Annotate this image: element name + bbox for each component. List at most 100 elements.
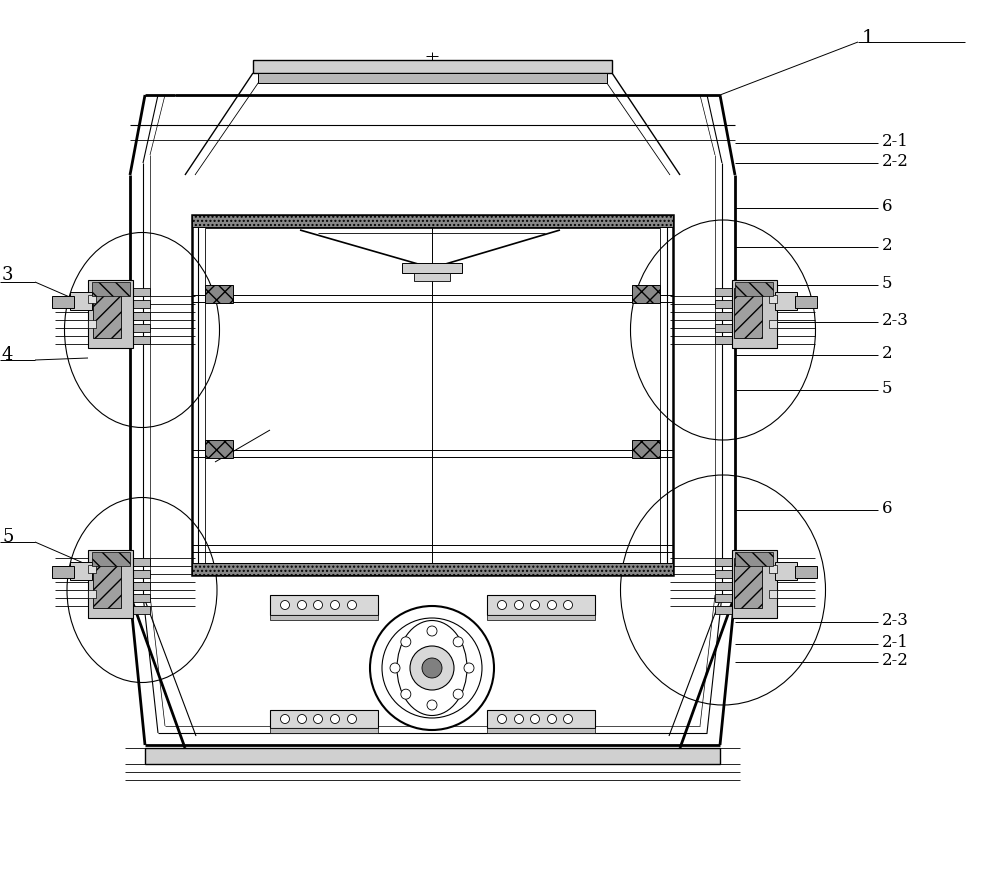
Text: 2-3: 2-3	[882, 312, 909, 329]
Circle shape	[427, 700, 437, 710]
Circle shape	[280, 600, 290, 609]
Bar	[130, 288, 150, 296]
Circle shape	[401, 689, 411, 699]
Bar	[130, 606, 150, 614]
Bar	[88, 590, 96, 598]
Bar	[88, 320, 96, 328]
Bar	[205, 228, 660, 563]
Circle shape	[280, 714, 290, 723]
Circle shape	[390, 663, 400, 673]
Circle shape	[330, 714, 340, 723]
Circle shape	[314, 600, 322, 609]
Text: 6: 6	[882, 197, 893, 214]
Text: 5: 5	[2, 528, 13, 546]
Bar	[130, 558, 150, 566]
Bar	[145, 748, 720, 764]
Bar	[192, 563, 673, 575]
Text: 2-2: 2-2	[882, 152, 909, 169]
Bar	[732, 550, 777, 618]
Circle shape	[410, 646, 454, 690]
Bar	[88, 295, 96, 303]
Bar	[88, 550, 133, 618]
Bar	[769, 295, 777, 303]
Bar	[487, 710, 595, 728]
Bar	[192, 215, 673, 227]
Bar	[205, 440, 233, 458]
Bar	[487, 728, 595, 733]
Bar	[253, 60, 612, 73]
Circle shape	[548, 600, 556, 609]
Circle shape	[453, 637, 463, 647]
Text: 6: 6	[882, 499, 893, 516]
Text: 4: 4	[2, 346, 13, 364]
Bar	[130, 324, 150, 332]
Text: 2-1: 2-1	[882, 633, 909, 650]
Bar	[715, 570, 735, 578]
Bar	[93, 558, 121, 608]
Bar	[632, 285, 660, 303]
Bar	[715, 606, 735, 614]
Bar	[93, 288, 121, 338]
Text: 2: 2	[882, 237, 893, 254]
Circle shape	[348, 714, 356, 723]
Bar	[715, 288, 735, 296]
Text: 1: 1	[862, 29, 874, 47]
Text: 2-3: 2-3	[882, 611, 909, 628]
Bar	[715, 336, 735, 344]
Circle shape	[298, 600, 306, 609]
Bar	[88, 280, 133, 348]
Bar	[735, 552, 773, 566]
Circle shape	[370, 606, 494, 730]
Bar	[715, 300, 735, 308]
Circle shape	[530, 714, 540, 723]
Bar	[414, 273, 450, 281]
Text: 2-2: 2-2	[882, 651, 909, 668]
Circle shape	[498, 714, 507, 723]
Bar	[402, 263, 462, 273]
Bar	[715, 594, 735, 602]
Bar	[775, 562, 797, 580]
Bar	[88, 565, 96, 573]
Bar	[52, 296, 74, 308]
Text: 3: 3	[2, 266, 14, 284]
Bar	[715, 558, 735, 566]
Bar	[715, 312, 735, 320]
Bar	[70, 292, 92, 310]
Bar	[92, 552, 130, 566]
Bar	[52, 566, 74, 578]
Circle shape	[530, 600, 540, 609]
Circle shape	[548, 714, 556, 723]
Bar	[270, 710, 378, 728]
Bar	[769, 565, 777, 573]
Circle shape	[422, 658, 442, 678]
Bar	[732, 280, 777, 348]
Bar	[734, 288, 762, 338]
Circle shape	[564, 714, 572, 723]
Bar	[130, 312, 150, 320]
Circle shape	[298, 714, 306, 723]
Bar	[795, 296, 817, 308]
Bar	[130, 594, 150, 602]
Bar	[205, 285, 233, 303]
Bar	[130, 582, 150, 590]
Bar	[487, 615, 595, 620]
Circle shape	[564, 600, 572, 609]
Bar	[130, 300, 150, 308]
Text: 2: 2	[882, 344, 893, 361]
Bar	[92, 282, 130, 296]
Bar	[70, 562, 92, 580]
Bar	[487, 595, 595, 615]
Bar	[795, 566, 817, 578]
Bar	[715, 324, 735, 332]
Circle shape	[498, 600, 507, 609]
Bar	[734, 558, 762, 608]
Circle shape	[382, 618, 482, 718]
Bar	[715, 582, 735, 590]
Circle shape	[427, 626, 437, 636]
Bar	[258, 73, 607, 83]
Circle shape	[314, 714, 322, 723]
Bar	[270, 615, 378, 620]
Bar	[192, 215, 673, 575]
Bar	[130, 336, 150, 344]
Bar	[270, 595, 378, 615]
